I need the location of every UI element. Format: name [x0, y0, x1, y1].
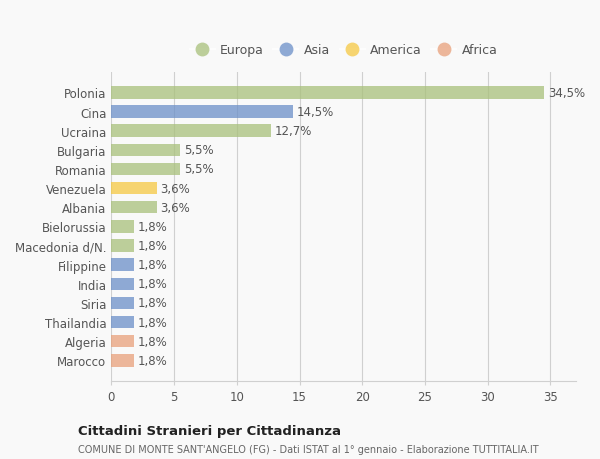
Text: 1,8%: 1,8% — [138, 354, 167, 367]
Bar — [112, 335, 134, 347]
Bar — [112, 316, 134, 329]
Text: 1,8%: 1,8% — [138, 316, 167, 329]
Bar — [112, 240, 134, 252]
Text: 5,5%: 5,5% — [184, 144, 214, 157]
Bar — [112, 106, 293, 118]
Text: 1,8%: 1,8% — [138, 335, 167, 348]
Text: 1,8%: 1,8% — [138, 220, 167, 233]
Bar — [112, 183, 157, 195]
Text: Cittadini Stranieri per Cittadinanza: Cittadini Stranieri per Cittadinanza — [78, 424, 341, 437]
Bar — [112, 278, 134, 291]
Bar — [112, 202, 157, 214]
Text: 1,8%: 1,8% — [138, 297, 167, 310]
Bar — [112, 354, 134, 367]
Bar — [112, 125, 271, 138]
Bar — [112, 144, 181, 157]
Text: COMUNE DI MONTE SANT'ANGELO (FG) - Dati ISTAT al 1° gennaio - Elaborazione TUTTI: COMUNE DI MONTE SANT'ANGELO (FG) - Dati … — [78, 444, 539, 454]
Text: 1,8%: 1,8% — [138, 258, 167, 272]
Text: 12,7%: 12,7% — [274, 125, 312, 138]
Legend: Europa, Asia, America, Africa: Europa, Asia, America, Africa — [185, 39, 502, 62]
Bar — [112, 221, 134, 233]
Text: 3,6%: 3,6% — [160, 182, 190, 195]
Text: 34,5%: 34,5% — [548, 87, 585, 100]
Text: 5,5%: 5,5% — [184, 163, 214, 176]
Bar — [112, 87, 544, 100]
Bar — [112, 163, 181, 176]
Text: 1,8%: 1,8% — [138, 240, 167, 252]
Bar — [112, 259, 134, 271]
Text: 1,8%: 1,8% — [138, 278, 167, 291]
Bar — [112, 297, 134, 309]
Text: 14,5%: 14,5% — [297, 106, 334, 119]
Text: 3,6%: 3,6% — [160, 202, 190, 214]
